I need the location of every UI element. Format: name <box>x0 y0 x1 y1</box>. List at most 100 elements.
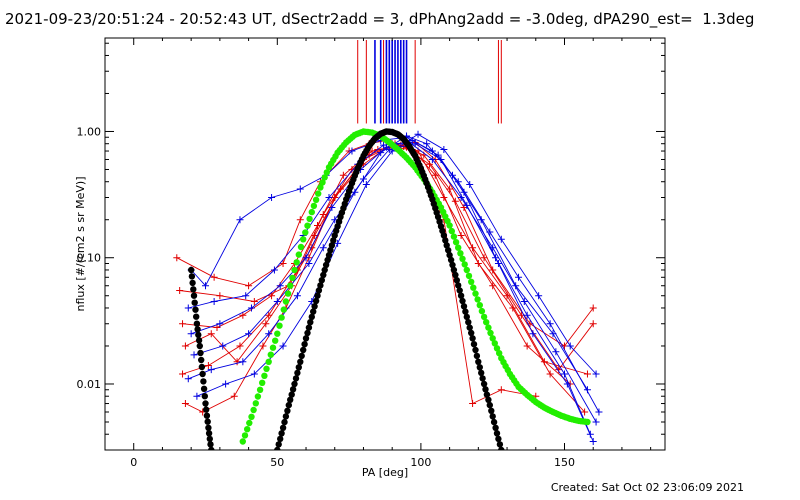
data-point-blue-9-13 <box>563 380 571 388</box>
curve-dot-black-narrow-39 <box>330 237 337 244</box>
curve-dot-green-12-11 <box>263 365 270 372</box>
curve-dot-green-12-103 <box>461 261 468 268</box>
curve-dot-green-12-13 <box>267 351 274 358</box>
curve-dot-green-12-97 <box>448 227 455 235</box>
data-point-blue-10-6 <box>351 188 359 196</box>
data-point-blue-10-11 <box>477 216 485 224</box>
curve-dot-green-12-12 <box>265 358 272 365</box>
data-point-red-3-3 <box>262 320 270 328</box>
curve-dot-green-12-22 <box>287 282 294 289</box>
curve-dot-black-narrow-153 <box>493 430 501 437</box>
curve-dot-green-12-18 <box>278 314 285 321</box>
curve-dot-black-left-wing-24 <box>205 424 212 431</box>
curve-dot-green-12-26 <box>295 251 302 258</box>
curve-dot-black-narrow-36 <box>325 251 333 259</box>
curve-dot-green-12-98 <box>450 233 458 240</box>
curve-dot-black-narrow-124 <box>452 271 459 279</box>
data-point-blue-8-2 <box>247 304 255 312</box>
data-point-red-2-2 <box>239 311 247 319</box>
data-point-red-0-2 <box>245 282 253 290</box>
data-point-blue-11-3 <box>279 342 287 350</box>
curve-dot-black-narrow-151 <box>490 418 498 426</box>
x-tick-label-2: 100 <box>410 456 431 469</box>
curve-dot-black-left-wing-15 <box>198 363 206 371</box>
data-point-red-2-6 <box>339 171 347 179</box>
curve-dot-black-narrow-7 <box>284 407 291 414</box>
curve-dot-green-12-30 <box>304 222 311 229</box>
curve-dot-green-12-38 <box>321 174 328 181</box>
curve-dot-black-narrow-28 <box>314 292 321 299</box>
data-point-blue-8-12 <box>523 311 531 319</box>
curve-dot-black-narrow-149 <box>488 407 495 414</box>
curve-dot-black-narrow-159 <box>502 454 508 460</box>
curve-dot-green-12-102 <box>459 255 466 262</box>
data-point-blue-10-14 <box>583 386 591 394</box>
curve-dot-black-narrow-6 <box>282 413 290 420</box>
data-point-blue-8-3 <box>276 282 284 290</box>
data-point-blue-11-14 <box>592 370 600 378</box>
curve-dot-green-12-5 <box>250 406 257 414</box>
curve-dot-black-narrow-122 <box>449 261 456 269</box>
y-tick-label-2: 1.00 <box>77 125 102 138</box>
curve-dot-black-narrow-134 <box>466 324 473 331</box>
curve-dot-green-12-1 <box>241 432 249 439</box>
data-point-red-1-14 <box>589 304 597 312</box>
data-point-red-0-13 <box>497 386 505 394</box>
data-point-blue-11-6 <box>362 181 370 189</box>
curve-dot-black-left-wing-11 <box>195 337 203 344</box>
curve-dot-black-narrow-17 <box>298 352 305 360</box>
curve-dot-green-12-116 <box>489 335 496 342</box>
curve-dot-black-left-wing-18 <box>200 385 208 392</box>
data-point-blue-10-1 <box>207 366 215 374</box>
curve-dot-black-left-wing-13 <box>197 349 204 357</box>
data-point-red-1-1 <box>216 292 224 300</box>
curve-dot-green-12-96 <box>446 222 453 229</box>
curve-dot-green-12-119 <box>496 350 503 357</box>
curve-dot-black-narrow-22 <box>305 324 313 331</box>
data-point-red-0-4 <box>296 216 304 224</box>
curve-dot-black-left-wing-20 <box>202 400 209 407</box>
curve-dot-green-12-32 <box>308 208 315 216</box>
curve-dot-black-left-wing-27 <box>207 441 214 448</box>
curve-dot-black-narrow-18 <box>300 346 307 354</box>
data-point-blue-9-4 <box>305 260 313 268</box>
data-point-blue-11-0 <box>193 392 201 400</box>
data-point-blue-10-0 <box>184 375 192 383</box>
curve-dot-green-12-101 <box>457 250 464 257</box>
data-point-blue-8-1 <box>216 320 224 328</box>
data-point-red-5-2 <box>236 342 244 350</box>
data-point-blue-6-13 <box>546 320 554 328</box>
curve-dot-black-left-wing-16 <box>199 370 206 378</box>
curve-dot-black-left-wing-22 <box>203 412 211 419</box>
data-point-red-4-0 <box>181 400 189 408</box>
data-point-blue-9-3 <box>273 298 281 306</box>
curve-dot-black-narrow-138 <box>472 346 479 354</box>
curve-dot-green-12-23 <box>289 274 296 282</box>
curve-dot-black-narrow-131 <box>462 308 469 315</box>
y-axis-label: nflux [#/(cm2 s sr MeV)] <box>74 177 87 312</box>
data-point-blue-11-11 <box>497 235 505 243</box>
data-point-blue-6-6 <box>348 147 356 155</box>
curve-dot-black-left-wing-1 <box>188 273 196 280</box>
curve-dot-black-narrow-116 <box>440 232 448 239</box>
data-point-red-3-6 <box>336 185 344 193</box>
curve-dot-black-narrow-148 <box>486 401 493 409</box>
data-point-blue-11-5 <box>334 239 342 247</box>
curve-dot-green-12-107 <box>470 284 477 291</box>
curve-dot-green-12-14 <box>269 344 277 351</box>
data-point-red-3-14 <box>583 370 591 378</box>
data-point-red-5-11 <box>480 254 488 262</box>
curve-dot-black-narrow-8 <box>285 401 292 409</box>
data-point-red-5-3 <box>265 311 273 319</box>
curve-dot-black-narrow-14 <box>294 369 301 377</box>
series-line-blue-6 <box>190 136 600 413</box>
curve-dot-black-narrow-129 <box>459 297 466 305</box>
data-point-red-2-14 <box>581 408 589 416</box>
curve-dot-green-12-110 <box>476 302 483 309</box>
curve-dot-black-narrow-137 <box>470 341 478 348</box>
data-point-blue-7-12 <box>520 298 528 306</box>
data-point-blue-11-10 <box>466 181 474 189</box>
data-point-blue-6-1 <box>202 282 210 290</box>
data-point-blue-10-2 <box>239 358 247 366</box>
data-point-red-5-0 <box>179 370 187 378</box>
